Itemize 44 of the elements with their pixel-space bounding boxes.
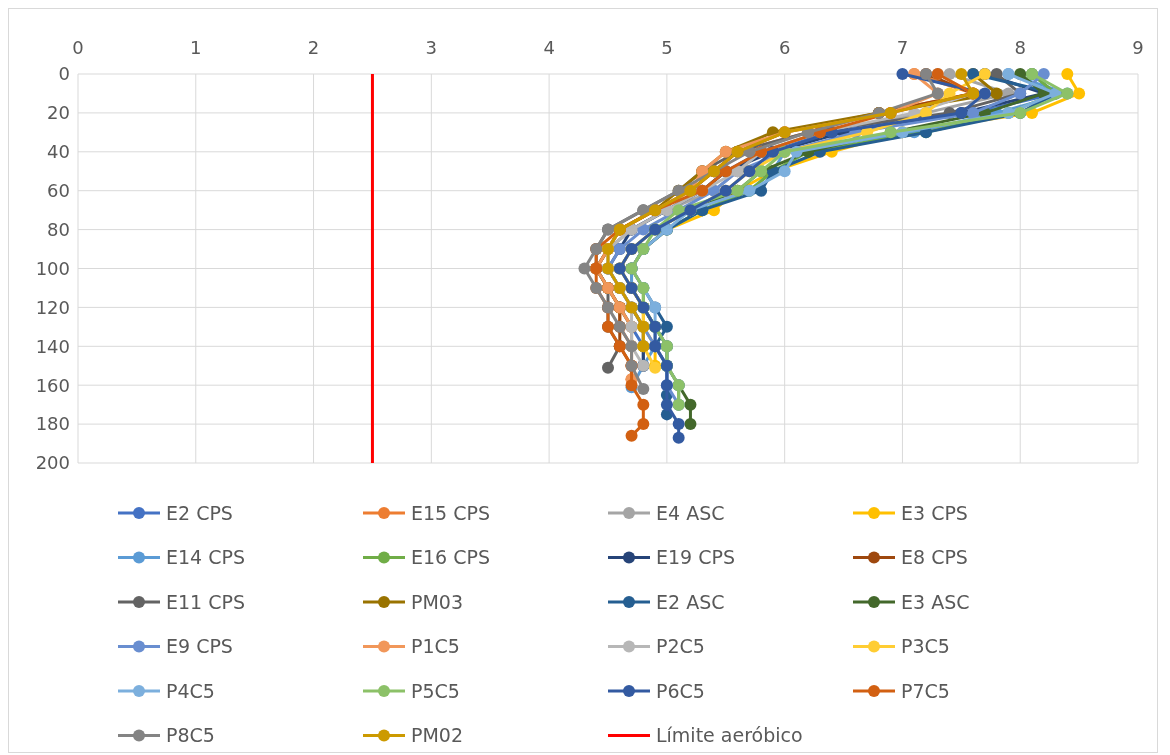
y-tick-label: 100 <box>35 257 70 279</box>
legend-label: P5C5 <box>411 679 460 702</box>
legend-label: P3C5 <box>901 635 950 658</box>
x-tick-label: 7 <box>896 37 909 58</box>
legend-label: E4 ASC <box>656 501 725 524</box>
y-tick-label: 60 <box>47 180 70 201</box>
legend-label: P4C5 <box>166 679 215 702</box>
x-tick-label: 3 <box>425 37 438 58</box>
legend-label: PM03 <box>411 590 464 613</box>
legend-label: E2 CPS <box>166 501 233 524</box>
legend-label: E19 CPS <box>656 546 736 569</box>
legend-label: E3 CPS <box>901 501 968 524</box>
x-tick-label: 2 <box>307 37 320 58</box>
legend-label: E16 CPS <box>411 546 491 569</box>
y-tick-label: 80 <box>47 218 70 240</box>
x-tick-label: 5 <box>661 37 673 58</box>
legend-label: P8C5 <box>166 724 215 747</box>
y-tick-label: 200 <box>35 452 70 474</box>
legend-label: E9 CPS <box>166 635 233 658</box>
legend-label: E11 CPS <box>166 590 246 613</box>
y-tick-label: 120 <box>35 296 70 318</box>
y-tick-label: 40 <box>47 141 70 163</box>
legend-label: E8 CPS <box>901 546 968 569</box>
y-tick-label: 20 <box>47 102 70 124</box>
y-tick-label: 180 <box>35 413 70 435</box>
x-tick-label: 8 <box>1014 37 1026 58</box>
x-tick-label: 1 <box>190 37 202 58</box>
legend-label: E2 ASC <box>656 590 725 613</box>
legend-label: E3 ASC <box>901 590 970 613</box>
legend-label: E15 CPS <box>411 501 491 524</box>
y-tick-label: 140 <box>35 335 70 357</box>
legend-label: P7C5 <box>901 679 950 702</box>
legend-label: PM02 <box>411 724 464 747</box>
x-tick-label: 9 <box>1132 37 1144 58</box>
y-tick-label: 0 <box>58 63 70 85</box>
legend-label: P6C5 <box>656 679 705 702</box>
x-tick-label: 4 <box>543 37 555 58</box>
legend-label: P2C5 <box>656 635 705 658</box>
legend-label: E14 CPS <box>166 546 246 569</box>
x-tick-label: 0 <box>72 37 84 58</box>
x-tick-label: 6 <box>778 37 791 58</box>
legend-label: Límite aeróbico <box>656 724 803 747</box>
y-tick-label: 160 <box>35 374 70 396</box>
legend-label: P1C5 <box>411 635 460 658</box>
